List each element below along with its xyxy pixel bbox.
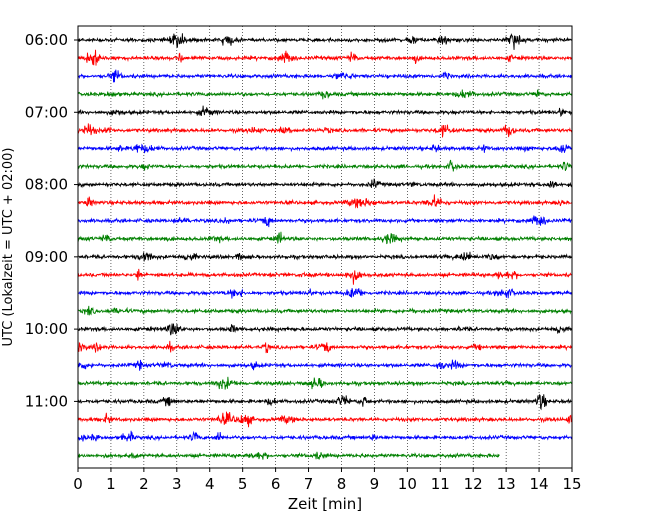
seismogram-trace (77, 178, 573, 189)
x-tick-label: 5 (238, 475, 248, 493)
seismogram-trace (77, 88, 573, 100)
y-tick-label: 10:00 (25, 320, 68, 338)
y-axis-ticks: 06:00 07:00 08:00 09:00 10:00 11:00 (25, 31, 78, 410)
y-tick-label: 09:00 (25, 248, 68, 266)
y-tick-label: 07:00 (25, 103, 68, 121)
x-tick-label: 13 (497, 475, 516, 493)
seismogram-trace (77, 105, 573, 117)
x-tick-label: 0 (73, 475, 83, 493)
x-tick-label: 6 (271, 475, 281, 493)
seismogram-trace (77, 194, 572, 209)
seismogram-traces (77, 33, 573, 460)
x-tick-label: 10 (398, 475, 417, 493)
x-tick-label: 11 (431, 475, 450, 493)
plot-background (78, 26, 572, 468)
seismogram-trace (77, 215, 572, 228)
x-tick-label: 9 (370, 475, 380, 493)
x-tick-label: 12 (464, 475, 483, 493)
y-tick-label: 06:00 (25, 31, 68, 49)
seismogram-trace (77, 411, 573, 428)
x-tick-label: 1 (106, 475, 116, 493)
x-tick-label: 3 (172, 475, 182, 493)
x-tick-label: 4 (205, 475, 215, 493)
seismogram-trace (77, 251, 573, 262)
seismogram-trace (77, 159, 573, 172)
seismogram-trace (77, 49, 572, 66)
seismogram-trace (77, 393, 572, 411)
x-tick-label: 2 (139, 475, 149, 493)
x-tick-label: 15 (562, 475, 581, 493)
y-tick-label: 11:00 (25, 392, 68, 410)
x-tick-label: 14 (530, 475, 549, 493)
x-tick-label: 8 (337, 475, 347, 493)
seismogram-trace (77, 69, 572, 83)
plot-frame (77, 25, 573, 469)
seismogram-trace (77, 305, 572, 316)
seismogram-trace (77, 376, 572, 390)
y-axis-label: UTC (Lokalzeit = UTC + 02:00) (1, 148, 16, 347)
y-tick-label: 08:00 (25, 176, 68, 194)
x-axis-label: Zeit [min] (288, 495, 362, 513)
seismogram-trace (77, 33, 572, 50)
seismogram-trace (77, 231, 572, 245)
seismogram-trace (77, 359, 573, 371)
seismogram-trace (77, 451, 500, 460)
x-tick-label: 7 (304, 475, 314, 493)
seismogram-trace (77, 268, 572, 285)
x-axis-ticks: 0 1 2 3 4 5 6 7 8 9 10 11 12 13 14 15 (73, 468, 582, 493)
seismogram-trace (77, 288, 573, 299)
seismogram-trace (77, 123, 573, 138)
seismogram-trace (77, 143, 573, 154)
seismogram-trace (77, 430, 573, 442)
seismogram-trace (77, 340, 572, 354)
seismogram-trace (77, 323, 573, 336)
